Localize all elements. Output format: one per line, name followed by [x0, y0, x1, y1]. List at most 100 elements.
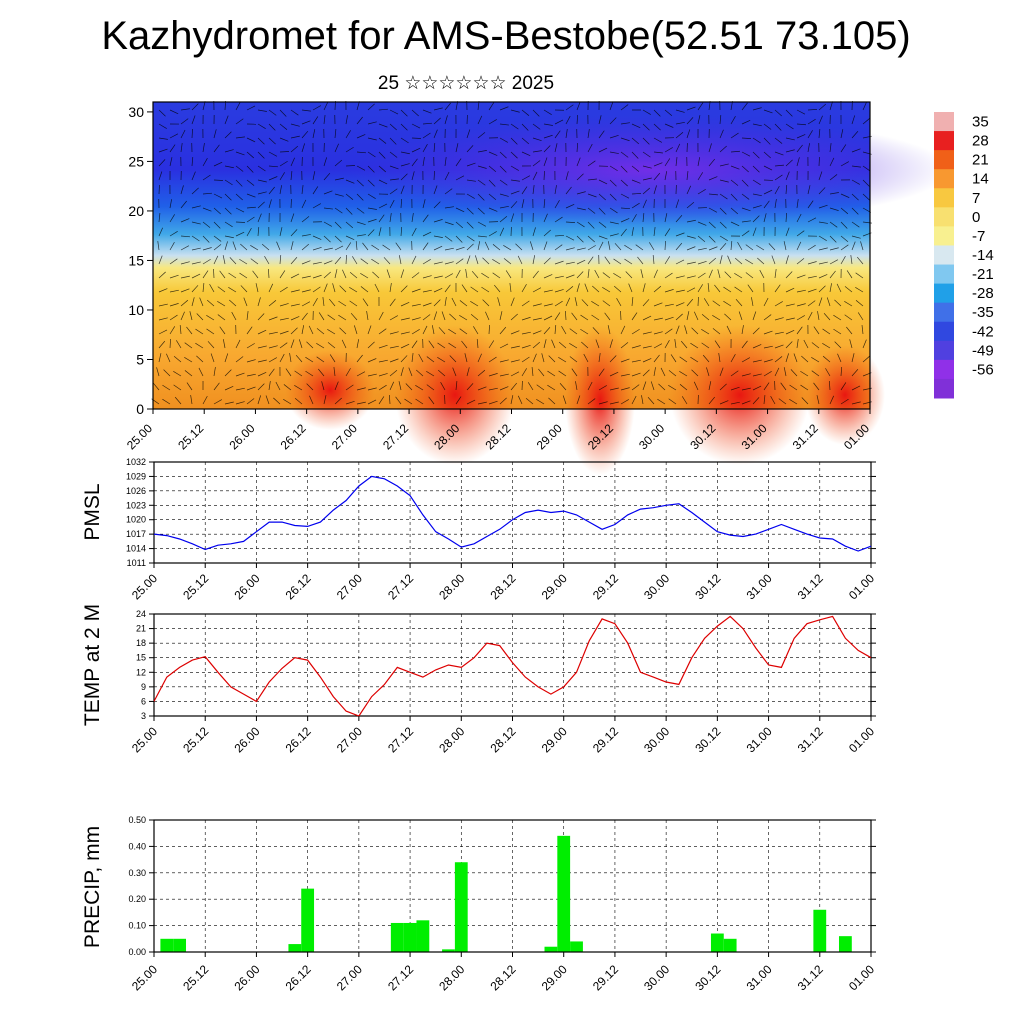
wind-barb: [752, 373, 762, 377]
wind-barb: [576, 283, 580, 293]
wind-barb: [785, 255, 789, 265]
precip-ylabel: PRECIP, mm: [81, 826, 104, 948]
wind-barb: [642, 358, 652, 363]
wind-barb: [400, 367, 404, 377]
wind-barb: [631, 384, 640, 391]
wind-barb: [279, 255, 282, 265]
wind-barb: [693, 311, 699, 321]
wind-barb: [807, 311, 813, 321]
wind-barb: [851, 401, 861, 405]
x-tick-label: 30.00: [636, 421, 667, 452]
wind-barb: [466, 145, 474, 153]
wind-barb: [840, 161, 850, 167]
wind-barb: [763, 382, 770, 391]
wind-barb: [312, 274, 322, 279]
wind-barb: [488, 373, 498, 377]
wind-barb: [653, 354, 660, 363]
wind-barb: [576, 221, 585, 228]
wind-barb: [257, 179, 267, 183]
wind-barb: [378, 384, 387, 391]
y-tick-label: 0.20: [128, 894, 146, 904]
wind-barb: [477, 386, 487, 391]
wind-barb: [294, 397, 303, 405]
wind-barb: [642, 369, 650, 377]
wind-barb: [378, 328, 387, 335]
wind-barb: [190, 395, 193, 405]
wind-barb: [411, 158, 418, 167]
wind-barb: [785, 137, 795, 141]
wind-barb: [239, 258, 248, 265]
wind-barb: [631, 312, 638, 321]
wind-barb: [290, 123, 300, 127]
wind-barb: [257, 123, 266, 129]
wind-barb: [521, 331, 531, 335]
wind-barb: [488, 165, 497, 173]
wind-barb: [224, 165, 234, 169]
x-tick-label: 29.00: [539, 571, 570, 602]
wind-barb: [509, 283, 512, 293]
y-tick-label: 10: [128, 302, 144, 318]
wind-barb: [608, 241, 611, 251]
wind-barb: [290, 109, 299, 116]
wind-barb: [591, 300, 600, 307]
wind-barb: [389, 315, 398, 321]
wind-barb: [309, 395, 314, 405]
wind-barb: [547, 370, 556, 377]
precip-bar: [403, 922, 417, 952]
wind-barb: [202, 283, 205, 293]
wind-barb: [587, 221, 595, 229]
wind-barb: [521, 300, 530, 307]
wind-barb: [774, 356, 783, 363]
wind-barb: [246, 105, 256, 111]
wind-barb: [517, 395, 523, 405]
wind-barb: [356, 165, 366, 171]
wind-barb: [576, 157, 581, 167]
wind-barb: [783, 241, 787, 251]
wind-barb: [554, 300, 563, 307]
wind-barb: [345, 146, 354, 153]
wind-barb: [290, 213, 295, 223]
wind-barb: [719, 400, 729, 405]
wind-barb: [246, 227, 252, 237]
wind-barb: [290, 303, 300, 307]
wind-barb: [367, 399, 377, 405]
wind-barb: [374, 283, 380, 293]
wind-barb: [162, 398, 171, 405]
wind-barb: [565, 286, 574, 293]
wind-barb: [664, 171, 668, 181]
wind-barb: [444, 221, 454, 226]
wind-barb: [690, 356, 699, 363]
wind-barb: [631, 359, 641, 363]
wind-barb: [411, 227, 417, 237]
wind-barb: [763, 213, 767, 223]
wind-barb: [531, 367, 534, 377]
wind-barb: [224, 221, 233, 228]
wind-barb: [455, 143, 459, 153]
wind-barb: [719, 383, 727, 391]
x-tick-label: 31.12: [795, 571, 826, 602]
wind-barb: [195, 342, 204, 349]
wind-barb: [433, 219, 443, 223]
wind-barb: [565, 247, 575, 251]
wind-barb: [690, 342, 699, 349]
wind-barb: [757, 257, 765, 265]
wind-barb: [224, 401, 234, 405]
wind-barb: [356, 179, 364, 187]
wind-barb: [532, 185, 535, 195]
y-tick-label: 6: [141, 696, 146, 706]
wind-barb: [641, 395, 644, 405]
wind-barb: [598, 221, 607, 228]
wind-barb: [609, 134, 619, 139]
wind-barb: [598, 401, 608, 405]
wind-barb: [268, 357, 277, 363]
wind-barb: [510, 313, 518, 321]
y-tick-label: 1017: [126, 529, 146, 539]
wind-barb: [422, 325, 428, 335]
wind-barb: [571, 368, 578, 377]
wind-barb: [620, 310, 622, 321]
y-tick-label: 1020: [126, 515, 146, 525]
wind-barb: [584, 283, 589, 293]
wind-barb: [752, 311, 757, 321]
wind-barb: [257, 383, 265, 391]
